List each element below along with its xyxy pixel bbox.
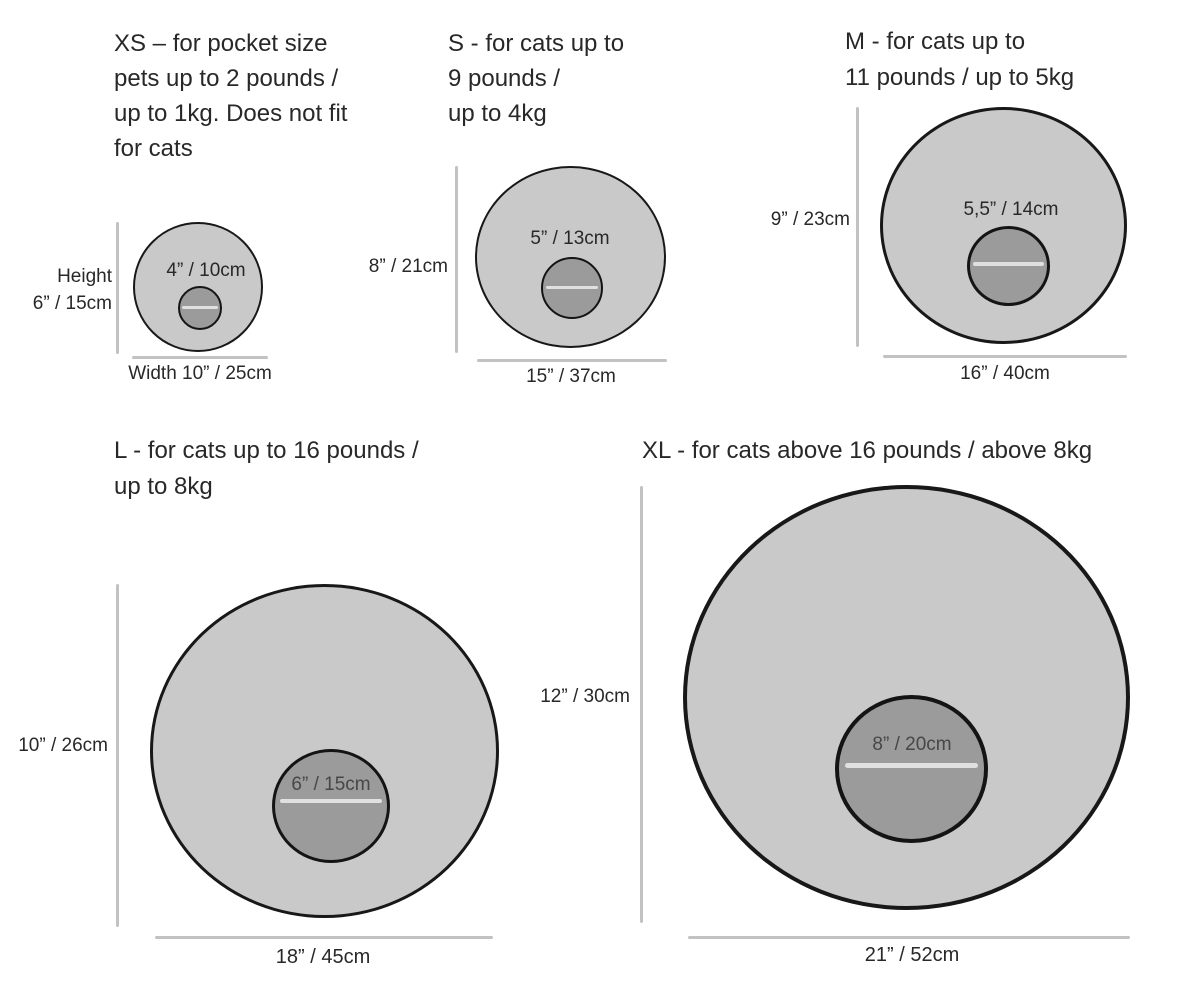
entrance-circle: [967, 226, 1050, 306]
size-title-line: 11 pounds / up to 5kg: [845, 64, 1075, 91]
width-dimension-line: [477, 359, 667, 362]
width-dimension-line: [883, 355, 1127, 358]
entrance-diameter-line: [546, 286, 598, 289]
height-label: 9” / 23cm: [742, 209, 850, 231]
height-label-line: 12” / 30cm: [540, 686, 630, 707]
size-title-line: XS – for pocket size: [114, 30, 328, 57]
height-dimension-line: [116, 222, 119, 354]
entrance-size-label: 5,5” / 14cm: [963, 199, 1059, 220]
width-label: Width 10” / 25cm: [128, 363, 272, 384]
height-label-line: 6” / 15cm: [32, 293, 112, 314]
height-dimension-line: [856, 107, 859, 347]
width-label: 15” / 37cm: [526, 366, 616, 387]
entrance-circle: [835, 695, 988, 843]
size-title-line: up to 8kg: [114, 473, 213, 500]
height-dimension-line: [640, 486, 643, 923]
size-title-line: XL - for cats above 16 pounds / above 8k…: [642, 437, 1093, 464]
size-title-line: pets up to 2 pounds /: [114, 65, 339, 92]
height-label: Height 6” / 15cm: [16, 263, 112, 317]
size-title-line: L - for cats up to 16 pounds /: [114, 437, 419, 464]
size-title-m: M - for cats up to 11 pounds / up to 5kg: [845, 24, 1074, 96]
height-label-line: 9” / 23cm: [770, 209, 850, 230]
height-label: 8” / 21cm: [340, 256, 448, 278]
entrance-circle: [272, 749, 390, 863]
size-title-line: up to 1kg. Does not fit: [114, 100, 348, 127]
size-title-xs: XS – for pocket size pets up to 2 pounds…: [114, 26, 347, 166]
size-title-line: up to 4kg: [448, 100, 547, 127]
height-label-line: 10” / 26cm: [18, 735, 108, 756]
size-title-l: L - for cats up to 16 pounds / up to 8kg: [114, 433, 419, 505]
height-label-line: Height: [57, 266, 112, 287]
width-dimension-line: [132, 356, 268, 359]
width-dimension-line: [688, 936, 1130, 939]
entrance-size-label: 8” / 20cm: [872, 734, 952, 755]
height-label: 12” / 30cm: [530, 686, 630, 708]
width-dimension-line: [155, 936, 493, 939]
entrance-diameter-line: [845, 763, 978, 768]
entrance-diameter-line: [182, 306, 218, 309]
size-title-line: 9 pounds /: [448, 65, 561, 92]
height-label-line: 8” / 21cm: [368, 256, 448, 277]
height-label: 10” / 26cm: [8, 735, 108, 757]
entrance-size-label: 4” / 10cm: [166, 260, 246, 281]
size-title-line: M - for cats up to: [845, 28, 1026, 55]
height-dimension-line: [455, 166, 458, 353]
size-title-line: for cats: [114, 135, 193, 162]
width-label: 21” / 52cm: [864, 944, 960, 966]
width-label: 16” / 40cm: [960, 363, 1050, 384]
size-title-line: S - for cats up to: [448, 30, 625, 57]
width-label: 18” / 45cm: [275, 946, 371, 968]
entrance-size-label: 5” / 13cm: [530, 228, 610, 249]
entrance-size-label: 6” / 15cm: [291, 774, 371, 795]
size-title-xl: XL - for cats above 16 pounds / above 8k…: [642, 433, 1092, 468]
entrance-diameter-line: [280, 799, 382, 803]
height-dimension-line: [116, 584, 119, 927]
entrance-diameter-line: [973, 262, 1044, 266]
size-title-s: S - for cats up to 9 pounds / up to 4kg: [448, 26, 624, 131]
